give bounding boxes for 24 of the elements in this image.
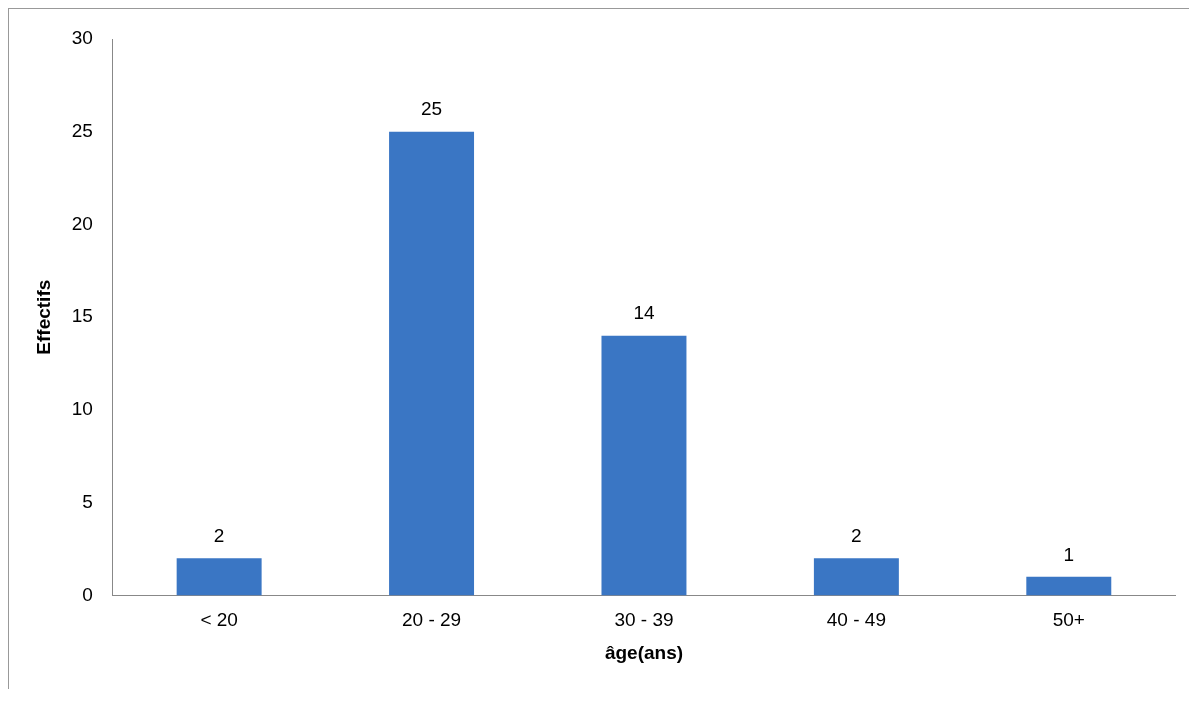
y-tick-label: 20 (71, 212, 93, 234)
bar (176, 558, 262, 596)
bar (601, 335, 687, 596)
bar (389, 131, 475, 596)
data-label: 25 (420, 98, 443, 120)
x-axis-title: âge(ans) (604, 641, 684, 663)
y-tick-label: 5 (82, 490, 93, 512)
x-tick-label: < 20 (200, 609, 238, 631)
data-label: 2 (851, 525, 862, 547)
x-tick-label: 20 - 29 (401, 609, 462, 631)
y-tick-label: 15 (71, 305, 93, 327)
bar (1026, 576, 1112, 596)
x-tick-label: 40 - 49 (826, 609, 886, 631)
data-label: 2 (213, 525, 225, 547)
data-label: 14 (633, 302, 655, 324)
x-tick-label: 30 - 39 (614, 609, 674, 631)
y-tick-label: 10 (71, 398, 93, 420)
y-axis-title: Effectifs (32, 279, 54, 355)
y-tick-label: 0 (82, 583, 93, 605)
y-tick-label: 30 (71, 27, 93, 49)
bar (813, 558, 899, 596)
data-label: 1 (1063, 543, 1075, 565)
x-tick-label: 50+ (1052, 609, 1085, 631)
y-tick-label: 25 (71, 119, 93, 141)
